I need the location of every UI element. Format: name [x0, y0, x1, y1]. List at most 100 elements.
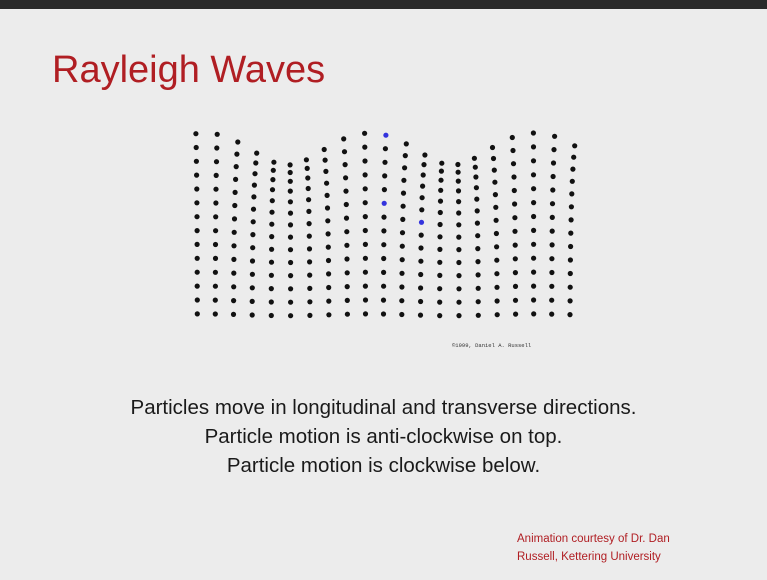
particle: [513, 256, 518, 261]
particle: [510, 135, 515, 140]
particle: [456, 286, 461, 291]
particle: [437, 234, 442, 239]
particle: [326, 285, 331, 290]
particle: [233, 177, 238, 182]
particle: [381, 256, 386, 261]
particle: [234, 152, 239, 157]
particle: [307, 246, 312, 251]
particle: [193, 131, 198, 136]
particle: [288, 260, 293, 265]
particle: [325, 205, 330, 210]
particle: [549, 256, 554, 261]
particle: [288, 199, 293, 204]
particle: [271, 168, 276, 173]
particle: [362, 131, 367, 136]
particle: [437, 260, 442, 265]
particle: [363, 242, 368, 247]
particle: [323, 169, 328, 174]
particle: [421, 162, 426, 167]
particle: [474, 197, 479, 202]
particle: [250, 272, 255, 277]
particle: [195, 256, 200, 261]
particle: [306, 197, 311, 202]
particle: [324, 181, 329, 186]
particle: [456, 300, 461, 305]
particle: [233, 190, 238, 195]
particle: [195, 242, 200, 247]
particle: [494, 218, 499, 223]
particle: [269, 260, 274, 265]
particle: [213, 187, 218, 192]
particle: [214, 159, 219, 164]
particle: [231, 243, 236, 248]
particle: [231, 284, 236, 289]
particle: [213, 270, 218, 275]
particle: [550, 229, 555, 234]
particle: [363, 186, 368, 191]
particle: [570, 167, 575, 172]
particle: [492, 168, 497, 173]
particle: [418, 245, 423, 250]
particle: [513, 312, 518, 317]
particle: [231, 257, 236, 262]
particle: [344, 216, 349, 221]
particle: [550, 215, 555, 220]
particle: [307, 221, 312, 226]
particle: [382, 160, 387, 165]
particle: [363, 270, 368, 275]
particle: [344, 202, 349, 207]
particle: [456, 260, 461, 265]
figure-credit: ©1999, Daniel A. Russell: [452, 342, 531, 349]
particle: [456, 235, 461, 240]
particle: [419, 207, 424, 212]
particle: [194, 145, 199, 150]
particle: [531, 158, 536, 163]
particle: [288, 222, 293, 227]
particle: [400, 217, 405, 222]
attribution-line: Russell, Kettering University: [517, 551, 661, 563]
particle: [494, 271, 499, 276]
particle: [401, 191, 406, 196]
particle: [326, 271, 331, 276]
particle: [552, 134, 557, 139]
particle: [250, 258, 255, 263]
particle: [288, 286, 293, 291]
particle: [572, 143, 577, 148]
particle: [343, 189, 348, 194]
particle: [363, 228, 368, 233]
particle: [345, 284, 350, 289]
particle: [419, 220, 424, 225]
body-line: Particle motion is anti-clockwise on top…: [0, 425, 767, 449]
particle: [288, 211, 293, 216]
particle: [195, 284, 200, 289]
particle: [288, 313, 293, 318]
particle: [270, 177, 275, 182]
particle: [399, 298, 404, 303]
particle: [422, 152, 427, 157]
particle: [551, 147, 556, 152]
particle: [326, 231, 331, 236]
particle: [269, 222, 274, 227]
particle: [307, 259, 312, 264]
particle: [438, 188, 443, 193]
particle: [550, 187, 555, 192]
particle: [475, 246, 480, 251]
particle: [531, 186, 536, 191]
particle: [551, 160, 556, 165]
particle: [381, 215, 386, 220]
particle: [363, 297, 368, 302]
particle: [231, 298, 236, 303]
particle: [250, 299, 255, 304]
particle: [476, 313, 481, 318]
particle: [194, 159, 199, 164]
particle: [213, 200, 218, 205]
particle: [549, 298, 554, 303]
particle: [288, 300, 293, 305]
particle: [403, 153, 408, 158]
particle: [419, 233, 424, 238]
particle: [493, 205, 498, 210]
particle: [326, 312, 331, 317]
particle: [194, 186, 199, 191]
particle: [195, 270, 200, 275]
particle: [341, 136, 346, 141]
